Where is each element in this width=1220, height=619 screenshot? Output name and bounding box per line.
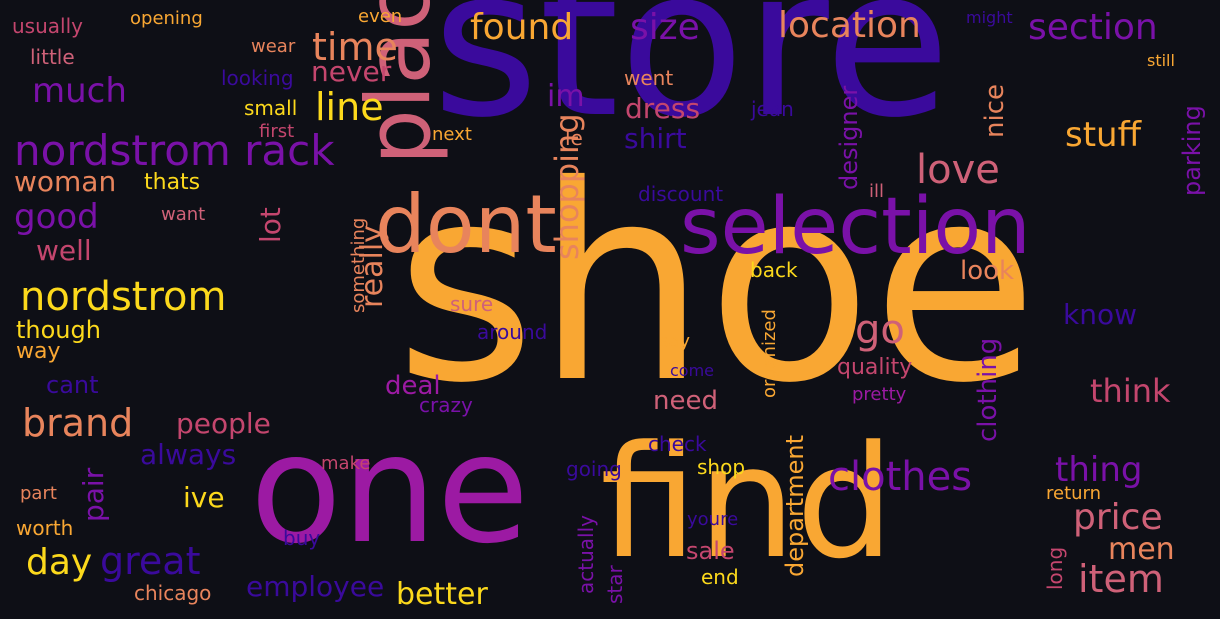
word-check: check <box>648 432 707 456</box>
word-going: going <box>566 457 622 481</box>
word-lot: lot <box>254 207 287 243</box>
word-nice: nice <box>980 84 1010 138</box>
word-buy: buy <box>283 526 321 550</box>
word-sure: sure <box>450 292 494 316</box>
word-know: know <box>1063 298 1137 331</box>
word-store: store <box>432 0 951 163</box>
word-nordstrom-rack: nordstrom rack <box>14 126 335 175</box>
word-next: next <box>432 124 472 145</box>
word-people: people <box>176 407 271 440</box>
word-find: find <box>600 412 895 593</box>
word-part: part <box>20 483 57 504</box>
word-thing: thing <box>1055 450 1143 490</box>
word-price: price <box>1073 497 1163 538</box>
word-cant: cant <box>46 371 99 399</box>
word-shirt: shirt <box>624 122 687 155</box>
word-shoe: shoe <box>395 127 1039 442</box>
word-return: return <box>1046 483 1102 504</box>
word-much: much <box>32 71 127 111</box>
word-item: item <box>1078 557 1164 601</box>
word-might: might <box>966 8 1013 27</box>
word-star: star <box>603 565 627 604</box>
word-little: little <box>30 45 75 69</box>
word-youre: youre <box>687 509 739 530</box>
word-usually: usually <box>12 14 83 38</box>
word-look: look <box>960 256 1015 286</box>
word-ill: ill <box>869 181 885 202</box>
word-always: always <box>140 438 237 471</box>
word-good: good <box>14 197 99 237</box>
word-went: went <box>624 66 674 90</box>
word-better: better <box>396 577 488 612</box>
word-jean: jean <box>751 97 794 121</box>
word-go: go <box>855 307 905 353</box>
word-something: something <box>348 217 369 313</box>
word-looking: looking <box>221 66 294 90</box>
word-stuff: stuff <box>1065 115 1142 155</box>
word-brand: brand <box>22 401 134 445</box>
word-say: say <box>659 331 691 352</box>
word-im: im <box>547 79 585 114</box>
word-end: end <box>701 565 739 589</box>
word-great: great <box>100 539 201 583</box>
word-back: back <box>750 258 798 282</box>
word-chicago: chicago <box>134 581 212 605</box>
word-location: location <box>778 5 921 46</box>
word-think: think <box>1090 372 1171 410</box>
word-want: want <box>161 204 206 225</box>
word-dress: dress <box>625 92 701 125</box>
word-parking: parking <box>1178 105 1206 196</box>
word-woman: woman <box>14 165 117 198</box>
word-organized: organized <box>759 309 780 398</box>
word-ive: ive <box>183 481 225 514</box>
word-thats: thats <box>144 170 201 195</box>
word-le: le <box>565 126 583 150</box>
word-never: never <box>311 55 392 88</box>
word-dont: dont <box>375 178 557 271</box>
word-men: men <box>1108 532 1175 567</box>
word-day: day <box>26 542 93 583</box>
word-way: way <box>16 339 61 364</box>
word-pretty: pretty <box>852 384 907 405</box>
word-sale: sale <box>686 537 735 565</box>
word-though: though <box>16 316 101 344</box>
word-small: small <box>244 96 298 120</box>
word-love: love <box>916 147 1000 193</box>
word-deal: deal <box>385 371 441 401</box>
word-even: even <box>358 6 403 27</box>
word-first: first <box>259 121 295 142</box>
word-around: around <box>477 320 548 344</box>
word-actually: actually <box>574 515 598 594</box>
word-opening: opening <box>130 8 203 29</box>
word-designer: designer <box>835 85 863 190</box>
word-shop: shop <box>697 455 746 479</box>
word-discount: discount <box>638 182 724 206</box>
word-come: come <box>670 361 715 380</box>
word-well: well <box>36 234 92 267</box>
word-size: size <box>630 7 700 48</box>
word-make: make <box>321 453 371 474</box>
word-need: need <box>653 386 718 416</box>
word-selection: selection <box>680 182 1031 272</box>
word-clothes: clothes <box>828 454 973 500</box>
word-one: one <box>250 403 530 577</box>
word-worth: worth <box>16 516 74 540</box>
word-still: still <box>1147 51 1175 70</box>
word-time: time <box>312 25 398 69</box>
word-quality: quality <box>837 355 913 380</box>
word-clothing: clothing <box>973 337 1003 442</box>
word-crazy: crazy <box>419 393 473 417</box>
word-section: section <box>1028 7 1158 48</box>
word-line: line <box>315 85 384 129</box>
word-department: department <box>781 435 809 577</box>
word-found: found <box>470 7 574 48</box>
word-wear: wear <box>251 36 296 57</box>
word-nordstrom: nordstrom <box>20 274 227 320</box>
word-employee: employee <box>246 570 385 603</box>
word-pair: pair <box>77 467 110 522</box>
word-long: long <box>1043 546 1067 590</box>
